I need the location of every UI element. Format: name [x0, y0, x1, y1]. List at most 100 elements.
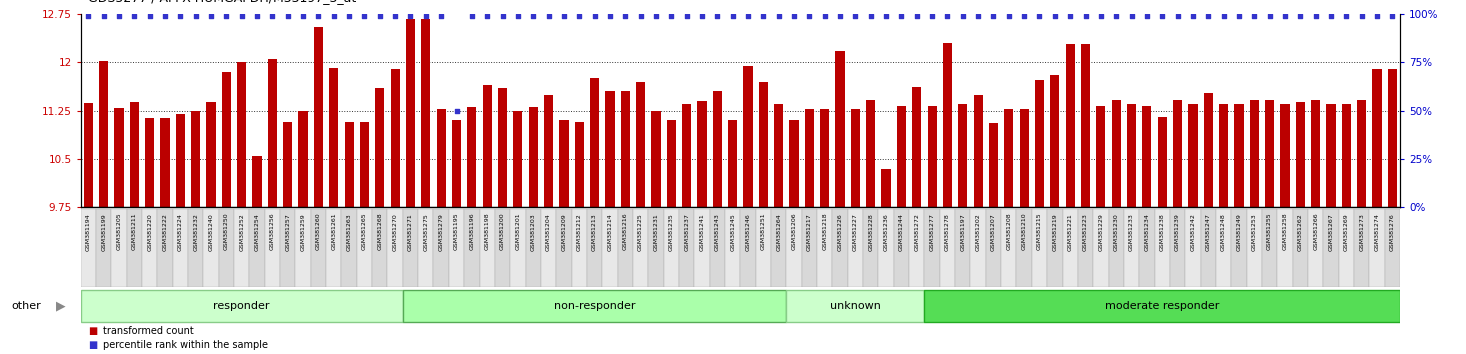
Text: GSM381206: GSM381206: [792, 213, 796, 250]
Text: GSM381199: GSM381199: [101, 213, 106, 251]
Point: [475, 13, 498, 19]
Bar: [1155, 209, 1170, 287]
Text: GSM381234: GSM381234: [1145, 213, 1149, 251]
Text: GSM381239: GSM381239: [1176, 213, 1180, 251]
Bar: [973, 95, 982, 207]
Bar: [985, 209, 1001, 287]
Bar: [1296, 102, 1305, 207]
Point: [230, 13, 254, 19]
Point: [1073, 13, 1097, 19]
Point: [1365, 13, 1388, 19]
Bar: [359, 121, 369, 207]
Text: unknown: unknown: [830, 301, 881, 311]
Point: [1196, 13, 1220, 19]
Bar: [970, 209, 985, 287]
Text: GSM381272: GSM381272: [915, 213, 919, 251]
Bar: [468, 107, 476, 207]
Bar: [1047, 209, 1063, 287]
Text: GSM381276: GSM381276: [1390, 213, 1394, 251]
Point: [843, 13, 866, 19]
Bar: [786, 209, 802, 287]
Point: [767, 13, 790, 19]
Bar: [498, 88, 507, 207]
Bar: [575, 121, 583, 207]
Text: GSM381210: GSM381210: [1022, 213, 1026, 250]
Point: [674, 13, 698, 19]
Bar: [496, 209, 510, 287]
Bar: [1111, 100, 1121, 207]
Point: [1058, 13, 1082, 19]
Bar: [1019, 109, 1029, 207]
Bar: [617, 209, 633, 287]
Bar: [1063, 209, 1078, 287]
Point: [874, 13, 897, 19]
Bar: [1035, 80, 1044, 207]
Text: GSM381279: GSM381279: [438, 213, 444, 251]
Bar: [897, 106, 906, 207]
Bar: [221, 72, 232, 207]
Bar: [990, 124, 998, 207]
Text: GSM381222: GSM381222: [163, 213, 167, 251]
Text: GSM381240: GSM381240: [208, 213, 214, 251]
Point: [1258, 13, 1281, 19]
Bar: [142, 209, 157, 287]
Bar: [157, 209, 173, 287]
Point: [736, 13, 759, 19]
Point: [76, 13, 100, 19]
Point: [1381, 13, 1404, 19]
Bar: [940, 209, 956, 287]
Text: GSM381256: GSM381256: [270, 213, 276, 250]
Bar: [111, 209, 126, 287]
Bar: [759, 82, 768, 207]
Text: GSM381227: GSM381227: [853, 213, 858, 251]
Text: GSM381224: GSM381224: [177, 213, 183, 251]
Bar: [513, 111, 522, 207]
Text: GSM381267: GSM381267: [1328, 213, 1334, 251]
Text: GSM381238: GSM381238: [1160, 213, 1164, 251]
Text: ■: ■: [88, 340, 97, 350]
Bar: [188, 209, 204, 287]
Bar: [325, 209, 342, 287]
Bar: [418, 209, 434, 287]
Bar: [572, 209, 586, 287]
Text: ▶: ▶: [56, 300, 66, 313]
Point: [368, 13, 391, 19]
Bar: [265, 209, 280, 287]
Point: [721, 13, 745, 19]
Point: [214, 13, 237, 19]
Point: [154, 13, 177, 19]
Point: [644, 13, 667, 19]
Bar: [1338, 209, 1355, 287]
Text: GSM381242: GSM381242: [1190, 213, 1195, 251]
Point: [261, 13, 284, 19]
Bar: [299, 111, 308, 207]
Text: GSM381255: GSM381255: [1267, 213, 1272, 250]
Bar: [280, 209, 296, 287]
Bar: [755, 209, 771, 287]
Point: [935, 13, 959, 19]
Text: GSM381275: GSM381275: [424, 213, 428, 251]
Bar: [1262, 209, 1277, 287]
Text: GSM381200: GSM381200: [500, 213, 504, 250]
Text: GSM381207: GSM381207: [991, 213, 995, 251]
Point: [859, 13, 883, 19]
Bar: [925, 290, 1400, 322]
Point: [1334, 13, 1358, 19]
Text: GSM381273: GSM381273: [1359, 213, 1365, 251]
Bar: [771, 209, 786, 287]
Bar: [560, 120, 569, 207]
Text: GSM381196: GSM381196: [469, 213, 475, 250]
Bar: [449, 209, 465, 287]
Point: [1289, 13, 1312, 19]
Text: GDS5277 / AFFX-HUMGAPDH/M33197_3_at: GDS5277 / AFFX-HUMGAPDH/M33197_3_at: [88, 0, 356, 4]
Bar: [866, 100, 875, 207]
Bar: [114, 108, 123, 207]
Bar: [1311, 100, 1321, 207]
Bar: [1185, 209, 1201, 287]
Text: GSM381252: GSM381252: [239, 213, 245, 251]
Bar: [1094, 209, 1108, 287]
Bar: [863, 209, 878, 287]
Bar: [1142, 106, 1151, 207]
Point: [537, 13, 560, 19]
Bar: [1355, 209, 1369, 287]
